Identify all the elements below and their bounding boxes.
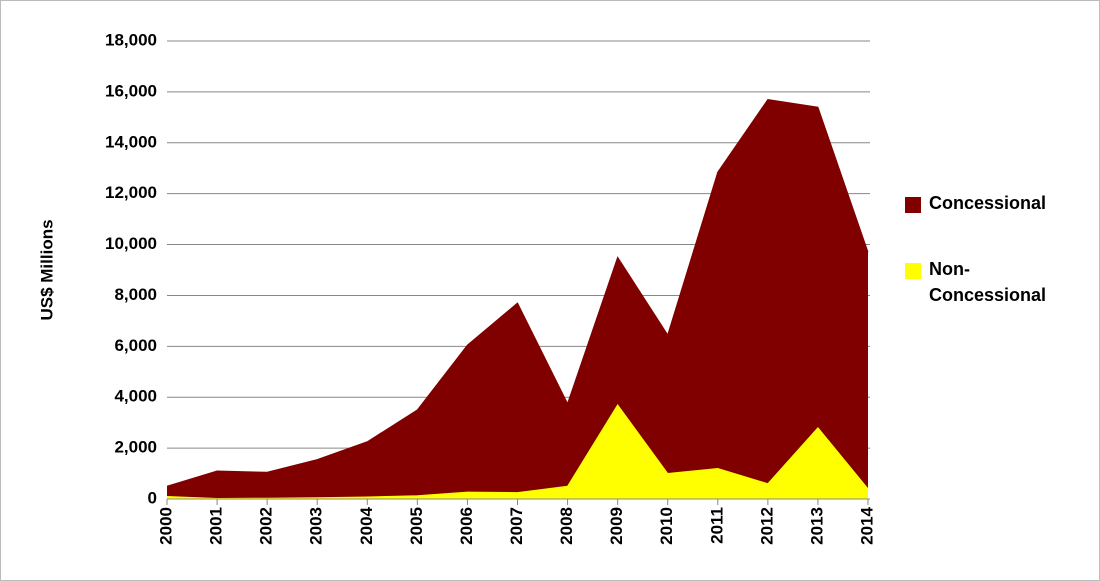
y-tick-label: 0	[148, 488, 157, 507]
area-edge	[166, 403, 869, 499]
area-edge	[166, 98, 869, 487]
y-tick-label: 10,000	[105, 234, 157, 253]
x-tick-label: 2002	[257, 507, 276, 545]
x-tick-label: 2003	[307, 507, 326, 545]
x-tick-label: 2005	[407, 507, 426, 545]
y-axis-label: US$ Millions	[37, 219, 56, 320]
x-tick-label: 2010	[657, 507, 676, 545]
legend-label: Non-Concessional	[929, 259, 1047, 305]
x-tick-label: 2012	[757, 507, 776, 545]
legend-swatch	[905, 197, 921, 213]
y-tick-label: 14,000	[105, 132, 157, 151]
area-fill	[167, 404, 868, 499]
x-tick-label: 2011	[707, 507, 726, 544]
x-tick-label: 2007	[507, 507, 526, 545]
x-tick-label: 2009	[607, 507, 626, 545]
legend-item: Concessional	[905, 190, 1049, 216]
area-fill	[167, 99, 868, 500]
x-tick-label: 2000	[156, 507, 175, 545]
y-tick-label: 4,000	[114, 387, 157, 406]
y-tick-label: 2,000	[114, 438, 157, 457]
x-tick-label: 2014	[857, 506, 876, 544]
x-tick-label: 2013	[807, 507, 826, 545]
y-tick-label: 16,000	[105, 81, 157, 100]
legend-swatch	[905, 263, 921, 279]
y-tick-label: 18,000	[105, 30, 157, 49]
y-tick-label: 6,000	[114, 336, 157, 355]
y-tick-label: 12,000	[105, 183, 157, 202]
x-tick-label: 2001	[207, 507, 226, 545]
y-tick-label: 8,000	[114, 285, 157, 304]
legend: Concessional Non-Concessional	[905, 190, 1080, 348]
x-tick-label: 2004	[357, 506, 376, 544]
x-tick-label: 2006	[457, 507, 476, 545]
legend-label: Concessional	[929, 193, 1047, 213]
x-tick-label: 2008	[557, 507, 576, 545]
legend-item: Non-Concessional	[905, 256, 1049, 308]
